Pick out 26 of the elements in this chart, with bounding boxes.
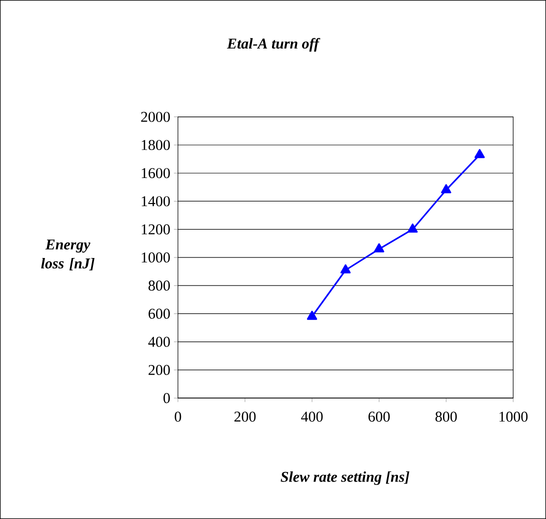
x-axis-title: Slew rate setting [ns]: [280, 471, 410, 485]
x-tick-label: 800: [435, 412, 457, 422]
x-tick-label: 400: [301, 412, 323, 422]
x-tick-label: 600: [368, 412, 390, 422]
y-tick-label: 600: [148, 308, 170, 319]
point: [306, 310, 318, 320]
y-tick-label: 1200: [142, 224, 170, 234]
x-tick-label: 0: [174, 412, 182, 422]
x-tick-label: 200: [234, 412, 256, 422]
chart-title: Etal-A turn off: [226, 38, 320, 52]
y-tick-label: 0: [164, 393, 170, 404]
y-tick-label: 800: [148, 280, 170, 291]
y-tick-label: 1800: [142, 140, 170, 150]
point: [441, 184, 452, 194]
y-tick-label: 400: [148, 336, 170, 347]
point: [407, 224, 418, 233]
y-tick-label: 1400: [142, 196, 170, 206]
x-tick-label: 1000: [500, 412, 528, 422]
point: [340, 264, 351, 274]
y-tick-label: 1000: [142, 252, 170, 263]
point: [474, 149, 485, 158]
y-tick-label: 2000: [141, 112, 170, 122]
point: [374, 243, 384, 252]
y-tick-label: 200: [148, 364, 170, 376]
y-axis-title: Energy loss [nJ]: [41, 240, 94, 270]
y-tick-label: 1600: [142, 168, 170, 178]
